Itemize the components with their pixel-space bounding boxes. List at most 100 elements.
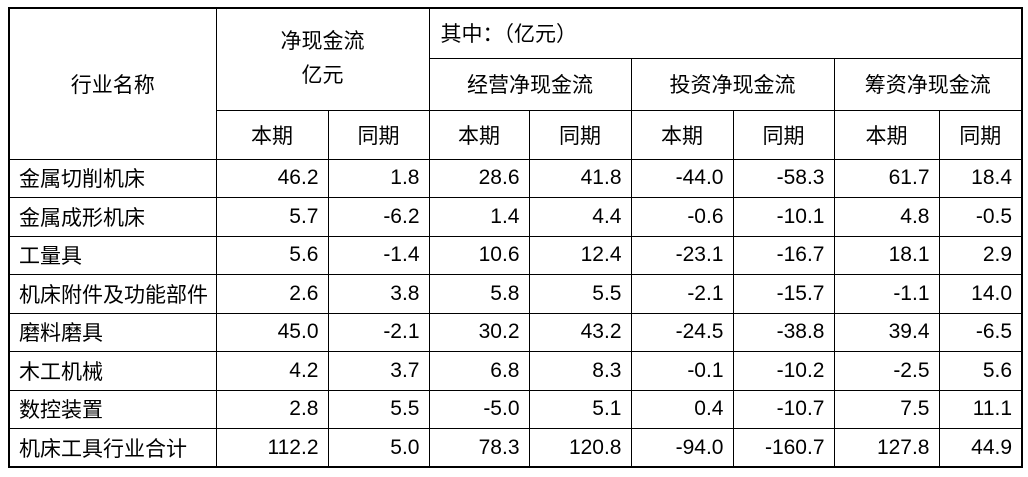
cell-value: 39.4 [833,312,940,352]
row-label: 磨料磨具 [8,312,217,352]
cell-value: 46.2 [215,158,329,198]
cell-value: 4.4 [528,197,632,237]
cell-value: 3.8 [327,274,430,314]
cell-value: 2.6 [215,274,329,314]
col-header-among-which: 其中：（亿元） [428,7,1023,59]
cell-value: 5.8 [428,274,530,314]
cell-value: 7.5 [833,389,940,429]
row-label-total: 机床工具行业合计 [8,428,217,468]
table-row: 机床附件及功能部件 2.6 3.8 5.8 5.5 -2.1 -15.7 -1.… [8,274,1023,314]
cell-value: -1.1 [833,274,940,314]
col-header-prior-period: 同期 [938,109,1023,160]
cell-value: 45.0 [215,312,329,352]
cell-value: 18.1 [833,235,940,275]
cell-value: -2.1 [327,312,430,352]
cell-value: -10.7 [732,389,835,429]
cell-value: 5.6 [938,351,1023,391]
col-header-industry: 行业名称 [8,7,217,160]
col-header-prior-period: 同期 [732,109,835,160]
cell-value: -0.6 [630,197,734,237]
cell-value: -23.1 [630,235,734,275]
cell-value: 1.4 [428,197,530,237]
cell-value: 1.8 [327,158,430,198]
header-row-2: 经营净现金流 投资净现金流 筹资净现金流 [9,57,1023,111]
cell-value: 30.2 [428,312,530,352]
cell-value: 4.2 [215,351,329,391]
cell-value: 2.8 [215,389,329,429]
table-row: 数控装置 2.8 5.5 -5.0 5.1 0.4 -10.7 7.5 11.1 [8,389,1023,429]
cell-value: -1.4 [327,235,430,275]
cell-value: -0.1 [630,351,734,391]
cell-value: 5.5 [528,274,632,314]
cell-value: 5.7 [215,197,329,237]
table-row: 金属成形机床 5.7 -6.2 1.4 4.4 -0.6 -10.1 4.8 -… [8,197,1023,237]
table-row: 金属切削机床 46.2 1.8 28.6 41.8 -44.0 -58.3 61… [8,158,1023,198]
cell-value: 8.3 [528,351,632,391]
col-header-net-cash-flow: 净现金流 亿元 [215,7,430,111]
cell-value: 5.6 [215,235,329,275]
table-row: 木工机械 4.2 3.7 6.8 8.3 -0.1 -10.2 -2.5 5.6 [8,351,1023,391]
cell-value: -2.5 [833,351,940,391]
cell-value: -58.3 [732,158,835,198]
cell-value: 11.1 [938,389,1023,429]
cell-value: 14.0 [938,274,1023,314]
cell-value: 78.3 [428,428,530,468]
col-header-current-period: 本期 [215,109,329,160]
cell-value: 6.8 [428,351,530,391]
cell-value: -2.1 [630,274,734,314]
row-label: 木工机械 [8,351,217,391]
cell-value: 0.4 [630,389,734,429]
cell-value: -16.7 [732,235,835,275]
cell-value: 127.8 [833,428,940,468]
net-cash-flow-line2: 亿元 [301,64,344,88]
table-row: 磨料磨具 45.0 -2.1 30.2 43.2 -24.5 -38.8 39.… [8,312,1023,352]
row-label: 工量具 [8,235,217,275]
header-row-3: 本期 同期 本期 同期 本期 同期 本期 同期 [9,109,1023,160]
col-header-current-period: 本期 [428,109,530,160]
cell-value: -38.8 [732,312,835,352]
col-header-financing-net-cash-flow: 筹资净现金流 [833,57,1023,111]
table-row: 工量具 5.6 -1.4 10.6 12.4 -23.1 -16.7 18.1 … [8,235,1023,275]
cell-value: -10.1 [732,197,835,237]
row-label: 数控装置 [8,389,217,429]
cell-value: 112.2 [215,428,329,468]
cell-value: 2.9 [938,235,1023,275]
col-header-operating-net-cash-flow: 经营净现金流 [428,57,632,111]
cell-value: 41.8 [528,158,632,198]
cell-value: 43.2 [528,312,632,352]
cell-value: -10.2 [732,351,835,391]
header-row-1: 行业名称 净现金流 亿元 其中：（亿元） [8,7,1023,160]
cell-value: -6.5 [938,312,1023,352]
col-header-current-period: 本期 [833,109,940,160]
cash-flow-table: 行业名称 净现金流 亿元 其中：（亿元） 经营净现金流 投资净现金流 筹资净现金… [8,7,1024,468]
col-header-prior-period: 同期 [327,109,430,160]
row-label: 金属切削机床 [8,158,217,198]
cell-value: -15.7 [732,274,835,314]
cell-value: -5.0 [428,389,530,429]
col-header-current-period: 本期 [630,109,734,160]
cell-value: 5.0 [327,428,430,468]
cell-value: 18.4 [938,158,1023,198]
cell-value: 120.8 [528,428,632,468]
cell-value: 4.8 [833,197,940,237]
cell-value: -0.5 [938,197,1023,237]
cell-value: 44.9 [938,428,1023,468]
cell-value: -6.2 [327,197,430,237]
row-label: 机床附件及功能部件 [8,274,217,314]
cell-value: -94.0 [630,428,734,468]
cell-value: 28.6 [428,158,530,198]
cell-value: 5.5 [327,389,430,429]
cell-value: 3.7 [327,351,430,391]
net-cash-flow-line1: 净现金流 [280,30,365,54]
col-header-investing-net-cash-flow: 投资净现金流 [630,57,835,111]
cell-value: 10.6 [428,235,530,275]
cell-value: 5.1 [528,389,632,429]
table-row-total: 机床工具行业合计 112.2 5.0 78.3 120.8 -94.0 -160… [8,428,1023,468]
col-header-prior-period: 同期 [528,109,632,160]
cell-value: 12.4 [528,235,632,275]
cell-value: -44.0 [630,158,734,198]
cell-value: -160.7 [732,428,835,468]
row-label: 金属成形机床 [8,197,217,237]
cell-value: 61.7 [833,158,940,198]
